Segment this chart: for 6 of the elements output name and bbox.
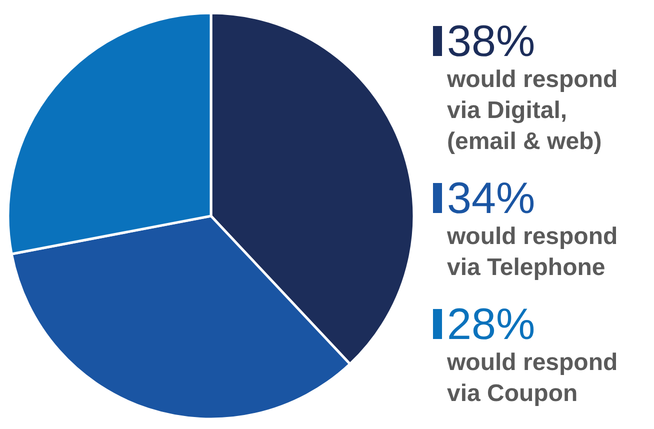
data-label: 28% [447, 300, 536, 349]
legend-label: would respond via Telephone [446, 223, 618, 281]
data-label: 38% [447, 17, 536, 66]
legend-label: would respond via Coupon [446, 349, 618, 407]
legend-label: would respond via Digital, (email & web) [446, 66, 618, 155]
data-label: 34% [447, 174, 536, 223]
